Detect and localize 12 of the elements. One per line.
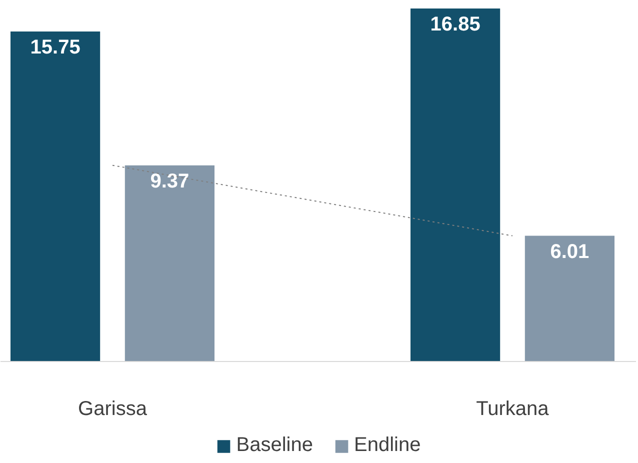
data-label: 9.37	[150, 170, 190, 192]
data-label: 15.75	[30, 36, 80, 59]
bar	[124, 165, 214, 362]
legend-label: Baseline	[236, 434, 313, 457]
data-label: 16.85	[430, 13, 480, 36]
x-tick-label: Turkana	[476, 398, 550, 420]
x-tick-label: Garissa	[78, 398, 148, 420]
legend-label: Endline	[354, 434, 421, 457]
bar	[524, 236, 614, 362]
bar	[410, 8, 500, 362]
data-label: 6.01	[550, 240, 590, 263]
bar	[10, 32, 100, 362]
